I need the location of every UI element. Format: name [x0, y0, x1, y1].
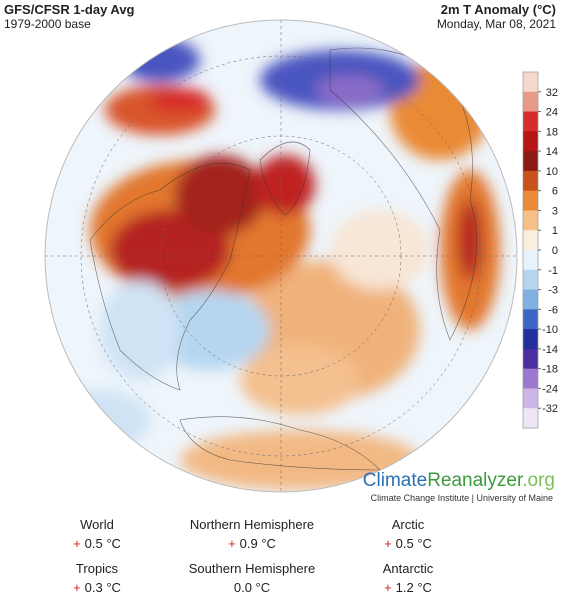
stat-value: +0.9 °C [228, 536, 276, 551]
colorbar-label: -14 [542, 344, 558, 356]
colorbar-segment [523, 408, 538, 429]
stats: World + 0.5 °C Northern Hemisphere + 0.9 °C Ar… [73, 517, 434, 595]
colorbar-label: 32 [546, 87, 558, 99]
colorbar-segment [523, 151, 538, 172]
stat-label: Tropics [76, 561, 119, 576]
stat-sign: + [73, 536, 81, 551]
colorbar-label: 3 [552, 205, 558, 217]
subtitle-left: 1979-2000 base [4, 17, 91, 31]
colorbar-label: -3 [548, 285, 558, 297]
stat-value: 0.0 °C [234, 580, 270, 594]
stat-number: 0.3 °C [85, 580, 121, 594]
colorbar-segment [523, 250, 538, 271]
colorbar-segment [523, 368, 538, 389]
stat-number: 0.9 °C [240, 536, 276, 551]
globe [45, 20, 517, 492]
colorbar-label: -10 [542, 324, 558, 336]
stat-sign: + [73, 580, 81, 594]
colorbar-segment [523, 348, 538, 370]
stat-number: 0.5 °C [85, 536, 121, 551]
logo-part: Reanalyzer [427, 470, 524, 491]
colorbar-segment [523, 111, 538, 132]
colorbar-segment [523, 210, 538, 231]
stat-sign: + [228, 536, 236, 551]
colorbar-segment [523, 269, 538, 291]
colorbar-segment [523, 91, 538, 113]
stat-value: +0.5 °C [384, 536, 432, 551]
colorbar-label: -24 [542, 383, 558, 395]
stat-label: Antarctic [383, 561, 434, 576]
colorbar-label: 24 [546, 107, 558, 119]
colorbar-label: 14 [546, 146, 558, 158]
stat-number: 0.0 °C [234, 580, 270, 594]
stat-sign: + [384, 580, 392, 594]
colorbar-label: 18 [546, 126, 558, 138]
colorbar-segment [523, 190, 538, 211]
title-right: 2m T Anomaly (°C) [441, 2, 556, 17]
stat-number: 0.5 °C [396, 536, 432, 551]
stat-label: World [80, 517, 114, 532]
stat-label: Arctic [392, 517, 425, 532]
logo-tagline: Climate Change Institute | University of… [371, 493, 553, 503]
subtitle-right: Monday, Mar 08, 2021 [437, 17, 557, 31]
colorbar-label: 6 [552, 186, 558, 198]
stat-number: 1.2 °C [396, 580, 432, 594]
stat-value: +1.2 °C [384, 580, 432, 594]
stat-label: Northern Hemisphere [190, 517, 314, 532]
colorbar-segment [523, 388, 538, 409]
colorbar-segment [523, 131, 538, 152]
colorbar-label: 0 [552, 245, 558, 257]
colorbar-label: -1 [548, 265, 558, 277]
logo-part: Climate [363, 470, 427, 491]
stat-value: +0.3 °C [73, 580, 121, 594]
stat-label: Southern Hemisphere [189, 561, 315, 576]
colorbar-segment [523, 309, 538, 330]
colorbar-label: -32 [542, 403, 558, 415]
stat-value: +0.5 °C [73, 536, 121, 551]
logo-part: .org [522, 470, 555, 491]
logo: ClimateReanalyzer.org [363, 470, 555, 491]
title-left: GFS/CFSR 1-day Avg [4, 2, 135, 17]
colorbar-label: 1 [552, 225, 558, 237]
colorbar-label: -18 [542, 364, 558, 376]
colorbar-segment [523, 329, 538, 350]
colorbar-segment [523, 72, 538, 93]
colorbar-segment [523, 170, 538, 192]
colorbar-segment [523, 289, 538, 310]
colorbar-segment [523, 230, 538, 251]
colorbar-label: -6 [548, 304, 558, 316]
colorbar-label: 10 [546, 166, 558, 178]
stat-sign: + [384, 536, 392, 551]
